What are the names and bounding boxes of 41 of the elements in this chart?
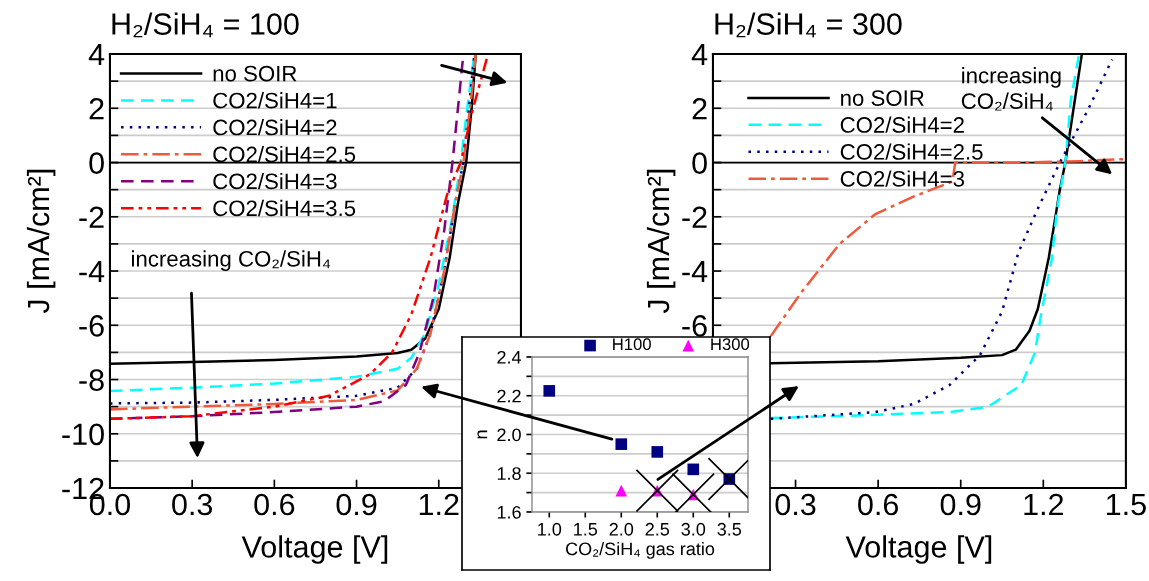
- y-tick-label: 0: [89, 152, 104, 174]
- x-tick-label: 0.3: [172, 493, 213, 516]
- y-tick-label: -4: [79, 261, 105, 283]
- x-axis-title: Voltage [V]: [241, 535, 388, 564]
- y-tick-label: 4: [88, 44, 105, 66]
- x-axis-title: Voltage [V]: [845, 535, 992, 564]
- annotation: increasing CO₂/SiH₄: [961, 67, 1061, 111]
- x-tick-label: 1.2: [1024, 493, 1064, 516]
- legend-label: no SOIR: [841, 90, 924, 106]
- legend-label: CO2/SiH4=2: [840, 116, 964, 133]
- y-tick-label: 2: [692, 98, 707, 120]
- y-tick-label: 0: [692, 152, 707, 174]
- y-tick-label: -6: [682, 315, 707, 337]
- x-tick-label: 1.5: [1107, 494, 1146, 516]
- x-tick-label: 1.2: [419, 493, 459, 516]
- chart-title: H₂/SiH₄ = 300: [715, 12, 902, 38]
- legend-label: CO2/SiH4=3.5: [213, 199, 356, 217]
- chart-title: H₂/SiH₄ = 100: [112, 12, 299, 38]
- legend-label: CO2/SiH4=2.5: [213, 145, 356, 163]
- y-axis-title: J [mA/cm²]: [26, 169, 56, 314]
- legend-label: CO2/SiH4=1: [213, 92, 337, 109]
- y-tick-label: -4: [682, 261, 708, 283]
- legend-label: CO2/SiH4=2: [213, 119, 337, 136]
- legend-label: CO2/SiH4=3: [840, 170, 965, 187]
- x-tick-label: 0.9: [940, 493, 981, 516]
- x-tick-label: 0.9: [336, 493, 377, 516]
- y-tick-label: -2: [682, 206, 707, 228]
- legend-label: no SOIR: [213, 65, 297, 82]
- x-tick-label: 0.6: [858, 493, 899, 516]
- y-axis-title: J [mA/cm²]: [646, 169, 676, 314]
- legend-label: CO2/SiH4=2.5: [840, 143, 983, 160]
- legend-label: CO2/SiH4=3: [213, 172, 337, 190]
- x-tick-label: 0.3: [775, 493, 816, 516]
- y-tick-label: 4: [691, 44, 708, 66]
- y-tick-label: -10: [62, 423, 104, 446]
- x-tick-label: 0.6: [254, 493, 295, 516]
- y-tick-label: -6: [79, 315, 104, 337]
- annotation: increasing CO₂/SiH₄: [132, 250, 331, 272]
- y-tick-label: -2: [79, 206, 104, 228]
- y-tick-label: -8: [79, 369, 104, 391]
- y-tick-label: 2: [89, 98, 104, 120]
